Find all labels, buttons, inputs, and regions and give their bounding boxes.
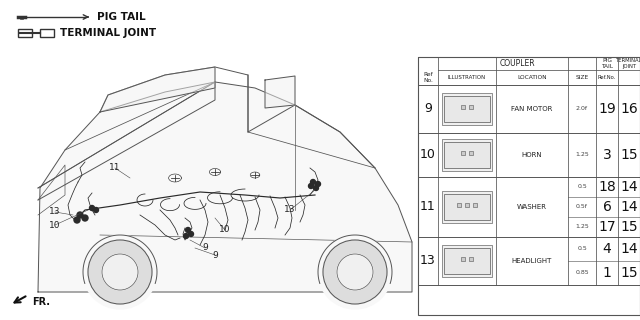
Polygon shape [100, 67, 215, 112]
Bar [461, 151, 465, 155]
Circle shape [308, 183, 314, 188]
Circle shape [93, 207, 99, 212]
Bar [473, 203, 477, 207]
Text: 13: 13 [49, 207, 61, 217]
Text: HORN: HORN [522, 152, 542, 158]
Text: 14: 14 [620, 242, 638, 256]
Text: 16: 16 [620, 102, 638, 116]
Text: 15: 15 [620, 220, 638, 234]
Bar [442, 245, 492, 277]
Bar [469, 105, 473, 109]
Text: PIG TAIL: PIG TAIL [97, 12, 146, 22]
Polygon shape [38, 82, 412, 292]
Bar [444, 96, 490, 122]
Text: 6: 6 [603, 200, 611, 214]
Bar [461, 257, 465, 261]
Text: 11: 11 [420, 201, 436, 213]
Circle shape [74, 217, 80, 223]
Bar [444, 142, 490, 168]
Text: 19: 19 [598, 102, 616, 116]
Text: 14: 14 [620, 180, 638, 194]
Text: PIG
TAIL: PIG TAIL [601, 58, 613, 69]
Text: 10: 10 [49, 220, 61, 229]
Circle shape [318, 235, 392, 309]
Circle shape [102, 254, 138, 290]
Text: FR.: FR. [32, 297, 50, 307]
Bar [469, 151, 473, 155]
Circle shape [82, 215, 88, 221]
Bar [18, 29, 32, 37]
Text: ILLUSTRATION: ILLUSTRATION [448, 75, 486, 80]
Bar [418, 57, 640, 315]
Text: 1.25: 1.25 [575, 225, 589, 229]
Text: 1.25: 1.25 [575, 153, 589, 157]
Text: 17: 17 [598, 220, 616, 234]
Text: COUPLER: COUPLER [499, 59, 535, 68]
Bar [442, 191, 492, 223]
Text: 15: 15 [620, 266, 638, 280]
Text: TERMINAL JOINT: TERMINAL JOINT [60, 28, 156, 38]
Circle shape [88, 240, 152, 304]
Text: WASHER: WASHER [517, 204, 547, 210]
Bar [442, 139, 492, 171]
Text: 10: 10 [420, 148, 436, 162]
Text: 18: 18 [598, 180, 616, 194]
Circle shape [323, 240, 387, 304]
Text: 14: 14 [620, 200, 638, 214]
Bar [469, 257, 473, 261]
Circle shape [90, 205, 95, 211]
Text: 0.5f: 0.5f [576, 204, 588, 210]
Text: 0.85: 0.85 [575, 270, 589, 276]
Text: 9: 9 [212, 251, 218, 260]
Text: Ref
No.: Ref No. [423, 72, 433, 83]
Circle shape [337, 254, 373, 290]
Bar [444, 194, 490, 220]
Text: 10: 10 [220, 226, 231, 235]
Text: 0.5: 0.5 [577, 185, 587, 189]
Text: 11: 11 [109, 164, 121, 172]
Circle shape [186, 228, 191, 233]
Circle shape [83, 235, 157, 309]
Circle shape [77, 212, 83, 218]
Circle shape [316, 181, 321, 187]
Text: SIZE: SIZE [575, 75, 589, 80]
Text: TERMINAL
JOINT: TERMINAL JOINT [616, 58, 640, 69]
Bar [461, 105, 465, 109]
Text: 0.5: 0.5 [577, 246, 587, 252]
Text: 15: 15 [620, 148, 638, 162]
Text: Ref.No.: Ref.No. [598, 75, 616, 80]
Text: HEADLIGHT: HEADLIGHT [512, 258, 552, 264]
Bar [444, 248, 490, 274]
Text: 13: 13 [284, 205, 296, 214]
Circle shape [189, 231, 193, 236]
Text: 3: 3 [603, 148, 611, 162]
Bar [465, 203, 469, 207]
Text: 2.0f: 2.0f [576, 107, 588, 111]
Text: 4: 4 [603, 242, 611, 256]
Circle shape [314, 186, 319, 190]
Text: 9: 9 [424, 102, 432, 116]
Text: 9: 9 [202, 244, 208, 252]
Bar [40, 29, 54, 37]
Text: FAN MOTOR: FAN MOTOR [511, 106, 553, 112]
Bar [442, 93, 492, 125]
Text: LOCATION: LOCATION [517, 75, 547, 80]
Bar [457, 203, 461, 207]
Text: 1: 1 [603, 266, 611, 280]
Circle shape [184, 234, 189, 238]
Circle shape [310, 180, 316, 185]
Polygon shape [265, 76, 295, 108]
Text: 13: 13 [420, 254, 436, 268]
